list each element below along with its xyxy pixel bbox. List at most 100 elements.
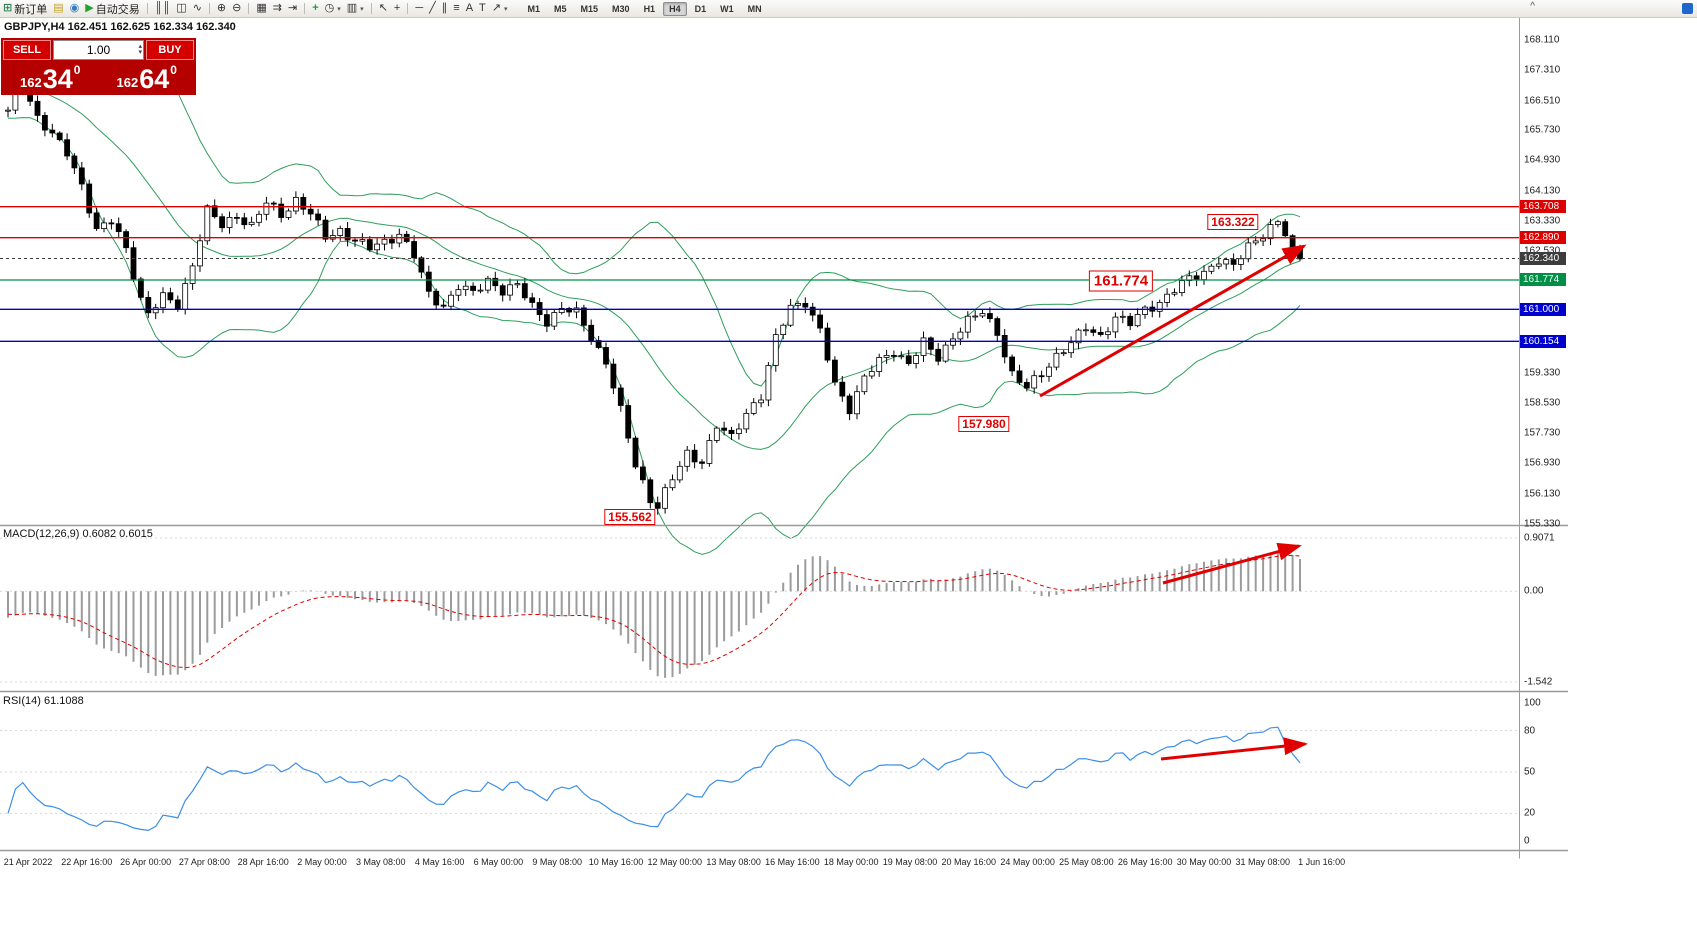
chart-window: GBPJPY,H4 162.451 162.625 162.334 162.34… — [0, 17, 1697, 935]
chart-shift-icon: ⇥ — [287, 2, 298, 14]
cursor-icon: ↖ — [378, 2, 388, 14]
arrows-icon: ↗ — [491, 2, 501, 14]
macd-histogram — [7, 551, 1301, 678]
templates-button[interactable]: ▥ ▾ — [344, 1, 367, 16]
tile-windows-icon: ▦ — [256, 2, 267, 14]
timeframe-h4-button[interactable]: H4 — [663, 1, 687, 16]
buy-button[interactable]: BUY — [146, 40, 194, 60]
bid-superscript: 0 — [73, 63, 81, 77]
zoom-in-icon: ⊕ — [216, 2, 227, 14]
one-click-trading-panel: SELL 1.00 ▴ ▾ BUY 162 34 0 162 64 0 — [1, 38, 196, 95]
toolbar: ⊞ 新订单 ▤ ◉ ▶ 自动交易 ║║ ◫ ∿ ⊕ ⊖ ▦ ⇉ ⇥ + ◷ ▾ ▥ ▾ ↖ + ─ ╱ ∥ ≡ A T ↗ ▾ M1 M5… — [0, 0, 1697, 18]
macd-grid — [0, 537, 1519, 683]
bar-chart-button[interactable]: ║║ — [152, 1, 174, 16]
zoom-in-button[interactable]: ⊕ — [214, 1, 229, 16]
timeframe-w1-button[interactable]: W1 — [720, 3, 734, 14]
timeframe-m5-button[interactable]: M5 — [554, 3, 567, 14]
trendline-button[interactable]: ╱ — [426, 1, 439, 16]
rsi-indicator-label: RSI(14) 61.1088 — [3, 695, 84, 707]
trend-arrows — [1039, 244, 1308, 761]
blue-indicator-icon[interactable] — [1682, 3, 1693, 14]
pane-separators — [0, 17, 1568, 859]
volume-input[interactable]: 1.00 ▴ ▾ — [53, 40, 144, 60]
timeframe-m15-button[interactable]: M15 — [580, 3, 599, 14]
chart-shift-button[interactable]: ⇥ — [285, 1, 300, 16]
candlestick-chart-button[interactable]: ◫ — [173, 1, 189, 16]
toolbar-separator — [370, 3, 372, 14]
timeframe-m1-button[interactable]: M1 — [527, 3, 541, 14]
new-order-button[interactable]: ⊞ 新订单 — [0, 1, 50, 16]
volume-value: 1.00 — [86, 43, 111, 57]
volume-decrease-icon[interactable]: ▾ — [138, 49, 142, 56]
zoom-out-button[interactable]: ⊖ — [229, 1, 244, 16]
horizontal-lines — [0, 206, 1519, 342]
strategy-tester-button[interactable]: ◉ — [67, 1, 83, 16]
timeframe-toolbar: M1 M5 M15 M30 H1 H4 D1 W1 MN — [521, 1, 769, 16]
macd-signal-line — [7, 554, 1301, 669]
metaeditor-button[interactable]: ▤ — [50, 1, 66, 16]
autotrading-button-label: 自动交易 — [95, 3, 140, 16]
text-label-button[interactable]: T — [476, 1, 489, 16]
ask-big-digits: 64 — [139, 64, 170, 94]
toolbar-buttons: ⊞ 新订单 ▤ ◉ ▶ 自动交易 ║║ ◫ ∿ ⊕ ⊖ ▦ ⇉ ⇥ + ◷ ▾ ▥ ▾ ↖ + ─ ╱ ∥ ≡ A T ↗ ▾ — [0, 0, 511, 17]
bid-ask-row: 162 34 0 162 64 0 — [3, 62, 194, 93]
chevron-up-icon[interactable]: ^ — [1530, 1, 1535, 12]
new-order-button-label: 新订单 — [14, 3, 48, 16]
rsi-line — [7, 726, 1301, 832]
fibonacci-button[interactable]: ≡ — [450, 1, 462, 16]
macd-indicator-label: MACD(12,26,9) 0.6082 0.6015 — [3, 528, 153, 540]
timeframe-d1-button[interactable]: D1 — [694, 3, 707, 14]
bar-chart-icon: ║║ — [154, 2, 171, 14]
bid-big-digits: 34 — [42, 64, 73, 94]
toolbar-separator — [407, 3, 409, 14]
auto-scroll-button[interactable]: ⇉ — [270, 1, 285, 16]
horizontal-line-icon: ─ — [415, 2, 424, 14]
horizontal-line-button[interactable]: ─ — [412, 1, 426, 16]
cursor-button[interactable]: ↖ — [376, 1, 391, 16]
chart-canvas[interactable] — [0, 17, 1697, 935]
strategy-tester-icon: ◉ — [69, 2, 80, 14]
crosshair-icon: + — [393, 2, 401, 14]
autotrading-button[interactable]: ▶ 自动交易 — [82, 1, 142, 16]
ask-price-display: 162 64 0 — [100, 62, 195, 93]
sell-button[interactable]: SELL — [3, 40, 51, 60]
toolbar-separator — [146, 3, 148, 14]
metaeditor-icon: ▤ — [53, 2, 64, 14]
line-chart-button[interactable]: ∿ — [190, 1, 205, 16]
bid-prefix: 162 — [20, 75, 42, 90]
arrows-dropdown-icon[interactable]: ▾ — [503, 5, 508, 13]
ask-prefix: 162 — [116, 75, 139, 90]
zoom-out-icon: ⊖ — [232, 2, 242, 14]
autotrading-icon: ▶ — [85, 2, 94, 14]
indicators-button[interactable]: + — [309, 1, 321, 16]
fibonacci-icon: ≡ — [453, 2, 460, 14]
periods-dropdown-icon[interactable]: ▾ — [337, 5, 341, 13]
periods-icon: ◷ — [324, 2, 335, 14]
trade-controls-row: SELL 1.00 ▴ ▾ BUY — [3, 40, 194, 60]
templates-icon: ▥ — [346, 2, 358, 14]
equidistant-channel-button[interactable]: ∥ — [439, 1, 451, 16]
auto-scroll-icon: ⇉ — [272, 2, 282, 14]
toolbar-separator — [208, 3, 210, 14]
symbol-ohlc-info: GBPJPY,H4 162.451 162.625 162.334 162.34… — [4, 21, 236, 33]
line-chart-icon: ∿ — [192, 2, 202, 14]
periods-button[interactable]: ◷ ▾ — [322, 1, 344, 16]
candlestick-chart-icon: ◫ — [176, 2, 187, 14]
timeframe-h1-button[interactable]: H1 — [643, 3, 656, 14]
volume-increase-icon[interactable]: ▴ — [138, 43, 142, 50]
arrows-button[interactable]: ↗ ▾ — [489, 1, 511, 16]
trendline-icon: ╱ — [429, 2, 436, 14]
tile-windows-button[interactable]: ▦ — [253, 1, 269, 16]
candles — [5, 82, 1303, 515]
new-order-icon: ⊞ — [3, 2, 13, 14]
text-icon: A — [465, 2, 474, 14]
text-button[interactable]: A — [463, 1, 476, 16]
bid-price-display: 162 34 0 — [3, 62, 98, 93]
crosshair-button[interactable]: + — [391, 1, 403, 16]
timeframe-mn-button[interactable]: MN — [747, 3, 762, 14]
templates-dropdown-icon[interactable]: ▾ — [360, 5, 364, 13]
indicators-icon: + — [312, 2, 319, 14]
volume-spinner[interactable]: ▴ ▾ — [138, 41, 142, 59]
timeframe-m30-button[interactable]: M30 — [612, 3, 630, 14]
